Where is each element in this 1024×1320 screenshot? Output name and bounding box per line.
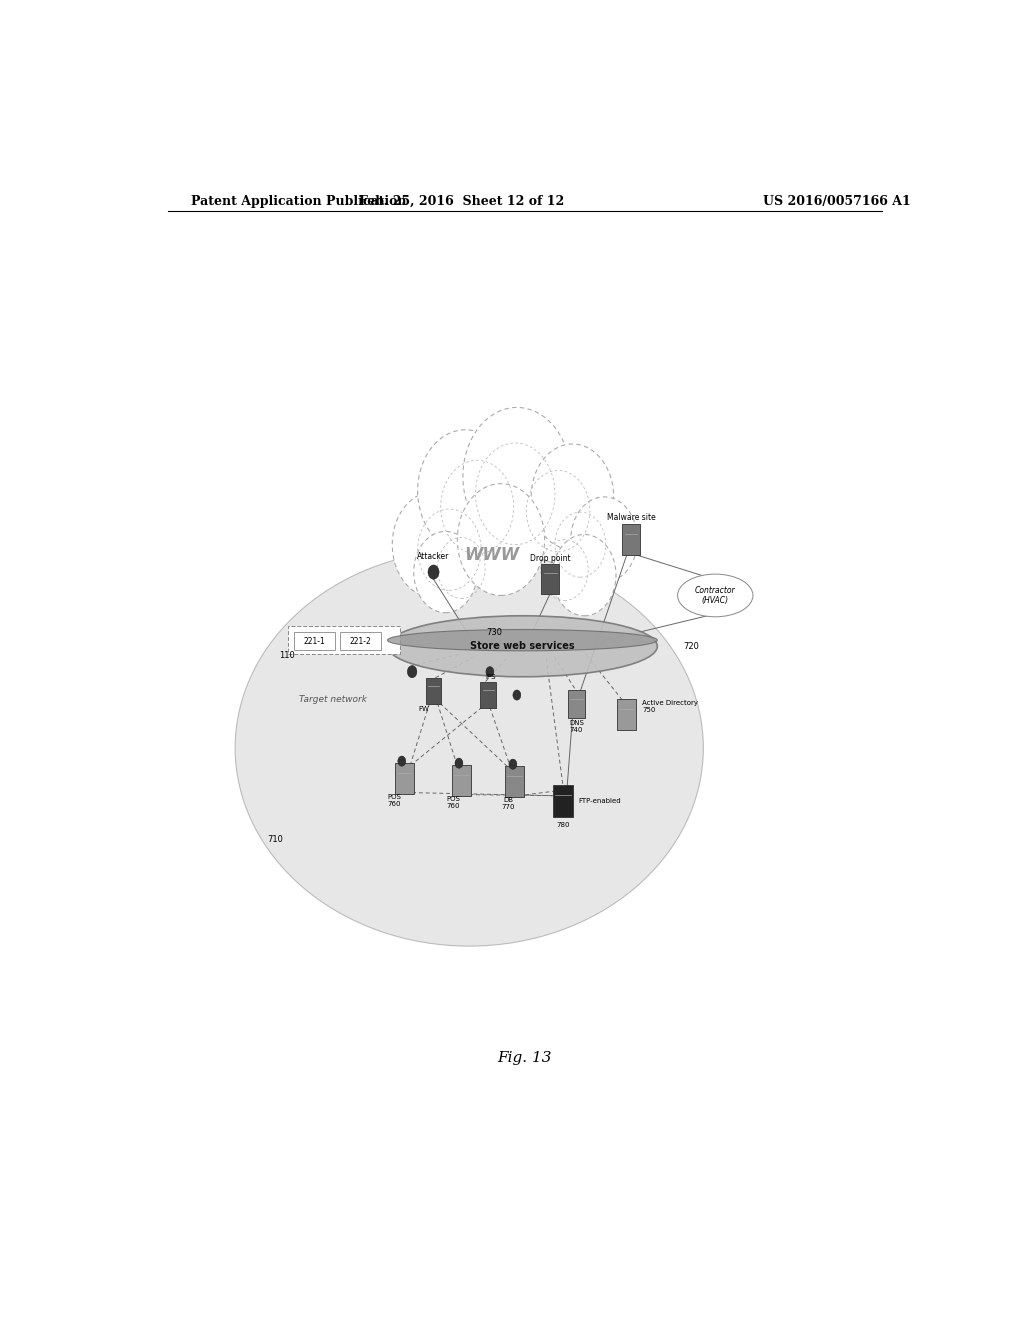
Text: DNS
740: DNS 740 [569,721,584,733]
Text: IPS: IPS [485,673,496,680]
Circle shape [455,758,463,768]
Circle shape [418,430,513,552]
Text: Attacker: Attacker [418,552,450,561]
Ellipse shape [678,574,753,616]
FancyBboxPatch shape [480,682,497,709]
Circle shape [570,496,638,582]
Text: 730: 730 [486,627,503,636]
Text: Feb. 25, 2016  Sheet 12 of 12: Feb. 25, 2016 Sheet 12 of 12 [358,194,564,207]
Text: FW: FW [419,706,429,713]
Text: 780: 780 [556,822,569,828]
Ellipse shape [387,616,657,677]
Text: DB
770: DB 770 [502,797,515,810]
FancyBboxPatch shape [623,524,640,554]
Circle shape [428,565,439,579]
FancyBboxPatch shape [426,677,441,704]
Text: Active Directory
750: Active Directory 750 [642,700,698,713]
FancyBboxPatch shape [340,632,381,651]
FancyBboxPatch shape [616,700,636,730]
FancyBboxPatch shape [452,766,471,796]
FancyBboxPatch shape [505,766,524,797]
Text: 221-1: 221-1 [304,636,326,645]
FancyBboxPatch shape [294,632,335,651]
Circle shape [513,690,521,700]
Circle shape [553,535,616,615]
Text: Target network: Target network [299,694,367,704]
Circle shape [392,492,475,598]
Text: Drop point: Drop point [529,554,570,564]
Text: POS
760: POS 760 [388,795,401,808]
Circle shape [397,756,406,766]
Text: Malware site: Malware site [607,512,655,521]
Circle shape [408,665,417,677]
Text: POS
760: POS 760 [446,796,461,809]
FancyBboxPatch shape [567,690,585,718]
Circle shape [509,759,517,770]
Text: WWW: WWW [464,545,519,564]
Text: Contractor
(HVAC): Contractor (HVAC) [695,586,735,605]
FancyBboxPatch shape [542,564,559,594]
Text: Fig. 13: Fig. 13 [498,1051,552,1065]
Circle shape [463,408,570,545]
Text: US 2016/0057166 A1: US 2016/0057166 A1 [763,194,910,207]
Text: 710: 710 [267,834,283,843]
Text: 221-2: 221-2 [349,636,372,645]
Text: 720: 720 [684,642,699,651]
Text: Patent Application Publication: Patent Application Publication [191,194,407,207]
Text: 110: 110 [279,651,295,660]
Circle shape [486,667,494,677]
Circle shape [458,483,545,595]
Ellipse shape [236,549,703,946]
FancyBboxPatch shape [394,763,414,793]
Text: FTP-enabled: FTP-enabled [579,797,622,804]
FancyBboxPatch shape [553,784,573,817]
Circle shape [531,444,613,549]
Circle shape [414,532,477,612]
FancyBboxPatch shape [289,626,400,655]
Text: Store web services: Store web services [470,642,574,651]
Ellipse shape [387,630,657,651]
